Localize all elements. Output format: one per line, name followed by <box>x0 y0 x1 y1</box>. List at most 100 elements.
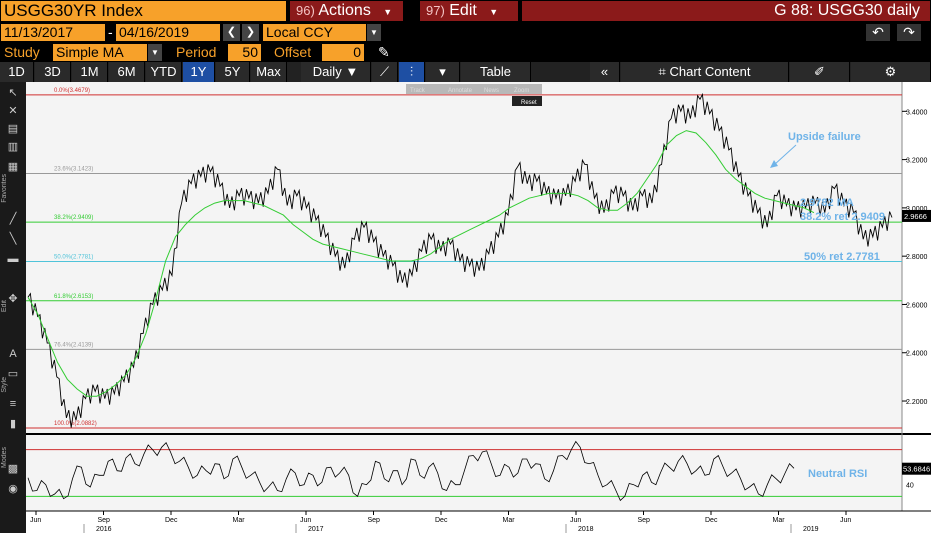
annotation-upside-failure: Upside failure <box>788 131 861 143</box>
y-tick-label: 3.4000 <box>906 109 928 116</box>
year-label: 2017 <box>308 526 324 533</box>
period-field[interactable]: 50 <box>228 44 261 61</box>
chart-toolbar: 1D 3D 1M 6M YTD 1Y 5Y Max Daily ▼ ⟋ ⫶ ▾ Table «… <box>0 62 931 82</box>
reset-button <box>512 96 542 106</box>
range-1d-button[interactable]: 1D <box>0 62 34 82</box>
annotation-38-ret: 38.2% ret 2.9409 <box>800 211 885 223</box>
x-tick-label: Sep <box>368 517 381 524</box>
price-panel <box>26 82 902 433</box>
currency-dropdown-icon[interactable]: ▼ <box>367 24 381 41</box>
offset-field[interactable]: 0 <box>322 44 364 61</box>
chart-content-button[interactable]: ⌗ Chart Content <box>621 62 789 82</box>
range-5y-button[interactable]: 5Y <box>216 62 250 82</box>
actions-menu[interactable]: 96) Actions ▼ <box>290 1 403 21</box>
range-max-button[interactable]: Max <box>251 62 287 82</box>
study-dropdown-icon[interactable]: ▼ <box>148 44 162 61</box>
previous-period-button[interactable]: ❮ <box>223 24 240 41</box>
y-tick-label: 2.2000 <box>906 399 928 406</box>
security-ticker[interactable]: USGG30YR Index <box>1 1 286 21</box>
annotate-edit-icon[interactable]: ✐ <box>790 62 850 82</box>
line-tool-icon[interactable]: ╲ <box>9 233 17 245</box>
collapse-icon[interactable]: « <box>590 62 620 82</box>
range-6m-button[interactable]: 6M <box>109 62 145 82</box>
candlestick-icon[interactable]: ⫶ <box>399 62 425 82</box>
mini-toolbar-news: News <box>484 88 499 94</box>
gear-icon[interactable]: ⚙ <box>851 62 931 82</box>
line-chart-icon[interactable]: ⟋ <box>372 62 398 82</box>
tool-icon[interactable]: ◉ <box>8 483 18 495</box>
annotation-50-ret: 50% ret 2.7781 <box>804 251 880 263</box>
pencil-icon[interactable]: ✎ <box>378 44 390 60</box>
chart-type-dropdown-icon[interactable]: ▾ <box>426 62 460 82</box>
price-chart[interactable]: 3.4000 3.2000 3.0000 2.8000 2.6000 2.4000 2.20… <box>26 82 931 533</box>
y-tick-label: 2.6000 <box>906 302 928 309</box>
chevron-down-icon: ▼ <box>489 7 499 17</box>
x-tick-label: Jun <box>30 517 41 524</box>
tool-sidebar: ↖ ✕ ▤ ▥ Favorites ▦ ╱ ╲ ▬ ✥ Edit A ▭ Sty… <box>0 82 26 533</box>
range-3d-button[interactable]: 3D <box>35 62 71 82</box>
year-label: 2019 <box>803 526 819 533</box>
range-1y-button[interactable]: 1Y <box>183 62 215 82</box>
x-tick-label: Sep <box>98 517 111 524</box>
move-icon[interactable]: ✥ <box>8 293 18 305</box>
currency-select[interactable]: Local CCY <box>263 24 366 41</box>
rsi-last-label: 53.6846 <box>903 465 930 474</box>
annotation-arrowhead <box>770 160 778 168</box>
table-button[interactable]: Table <box>461 62 531 82</box>
rsi-tick-label: 40 <box>906 483 914 490</box>
undo-icon[interactable]: ↶ <box>866 24 890 41</box>
style-tab[interactable]: Style <box>1 377 8 393</box>
edit-menu[interactable]: 97) Edit ▼ <box>420 1 518 21</box>
redo-icon[interactable]: ↷ <box>897 24 921 41</box>
range-1m-button[interactable]: 1M <box>72 62 108 82</box>
tool-icon[interactable]: ▮ <box>9 418 17 430</box>
annotation-arrow <box>773 144 797 166</box>
fib-level-label: 38.2%(2.9409) <box>54 215 93 221</box>
tool-icon[interactable]: ≡ <box>9 398 17 410</box>
price-axis-panel <box>902 82 931 433</box>
text-tool-icon[interactable]: A <box>9 348 17 360</box>
fib-level-label: 23.6%(3.1423) <box>54 167 93 173</box>
x-tick-label: Jun <box>840 517 851 524</box>
x-tick-label: Dec <box>705 517 718 524</box>
tool-icon[interactable]: ▩ <box>7 463 19 475</box>
tool-icon[interactable]: ▬ <box>7 253 19 265</box>
mini-toolbar <box>406 84 542 94</box>
tool-icon[interactable]: ▭ <box>7 368 19 380</box>
mini-toolbar-track: Track <box>410 88 426 94</box>
study-select[interactable]: Simple MA <box>53 44 147 61</box>
last-price-tag <box>902 209 931 222</box>
price-line <box>27 92 893 428</box>
fib-level-label: 61.8%(2.6153) <box>54 294 93 300</box>
frequency-label: Daily <box>312 64 342 79</box>
tool-icon[interactable]: ▦ <box>7 161 19 173</box>
start-date-field[interactable]: 11/13/2017 <box>1 24 105 41</box>
fib-level-label: 100.0%(2.0882) <box>54 421 97 427</box>
end-date-field[interactable]: 04/16/2019 <box>116 24 220 41</box>
favorites-tab[interactable]: Favorites <box>1 174 8 203</box>
line-tool-icon[interactable]: ╱ <box>9 213 17 225</box>
cursor-icon[interactable]: ↖ <box>8 87 18 99</box>
y-tick-label: 3.2000 <box>906 158 928 165</box>
x-tick-label: Jun <box>300 517 311 524</box>
range-ytd-button[interactable]: YTD <box>146 62 182 82</box>
mini-toolbar-annotate: Annotate <box>448 88 473 94</box>
x-tick-label: Mar <box>773 517 786 524</box>
tool-icon[interactable]: ✕ <box>8 105 18 117</box>
next-period-button[interactable]: ❯ <box>242 24 259 41</box>
date-separator: - <box>108 24 113 40</box>
edit-tab[interactable]: Edit <box>1 300 8 313</box>
moving-average-line <box>27 130 815 397</box>
chart-content-label: Chart Content <box>669 64 751 79</box>
edit-menu-number: 97) <box>426 3 445 18</box>
y-tick-label: 2.8000 <box>906 254 928 261</box>
title-bar: USGG30YR Index 96) Actions ▼ 97) Edit ▼ … <box>0 0 931 22</box>
chevron-down-icon: ▼ <box>383 7 393 17</box>
tool-icon[interactable]: ▤ <box>7 123 19 135</box>
x-tick-label: Mar <box>233 517 246 524</box>
tool-icon[interactable]: ▥ <box>7 141 19 153</box>
offset-label: Offset <box>274 44 312 60</box>
options-bar: 11/13/2017 - 04/16/2019 ❮ ❯ Local CCY ▼ … <box>0 23 931 61</box>
fib-level-label: 50.0%(2.7781) <box>54 254 93 260</box>
frequency-select[interactable]: Daily ▼ <box>301 62 371 82</box>
